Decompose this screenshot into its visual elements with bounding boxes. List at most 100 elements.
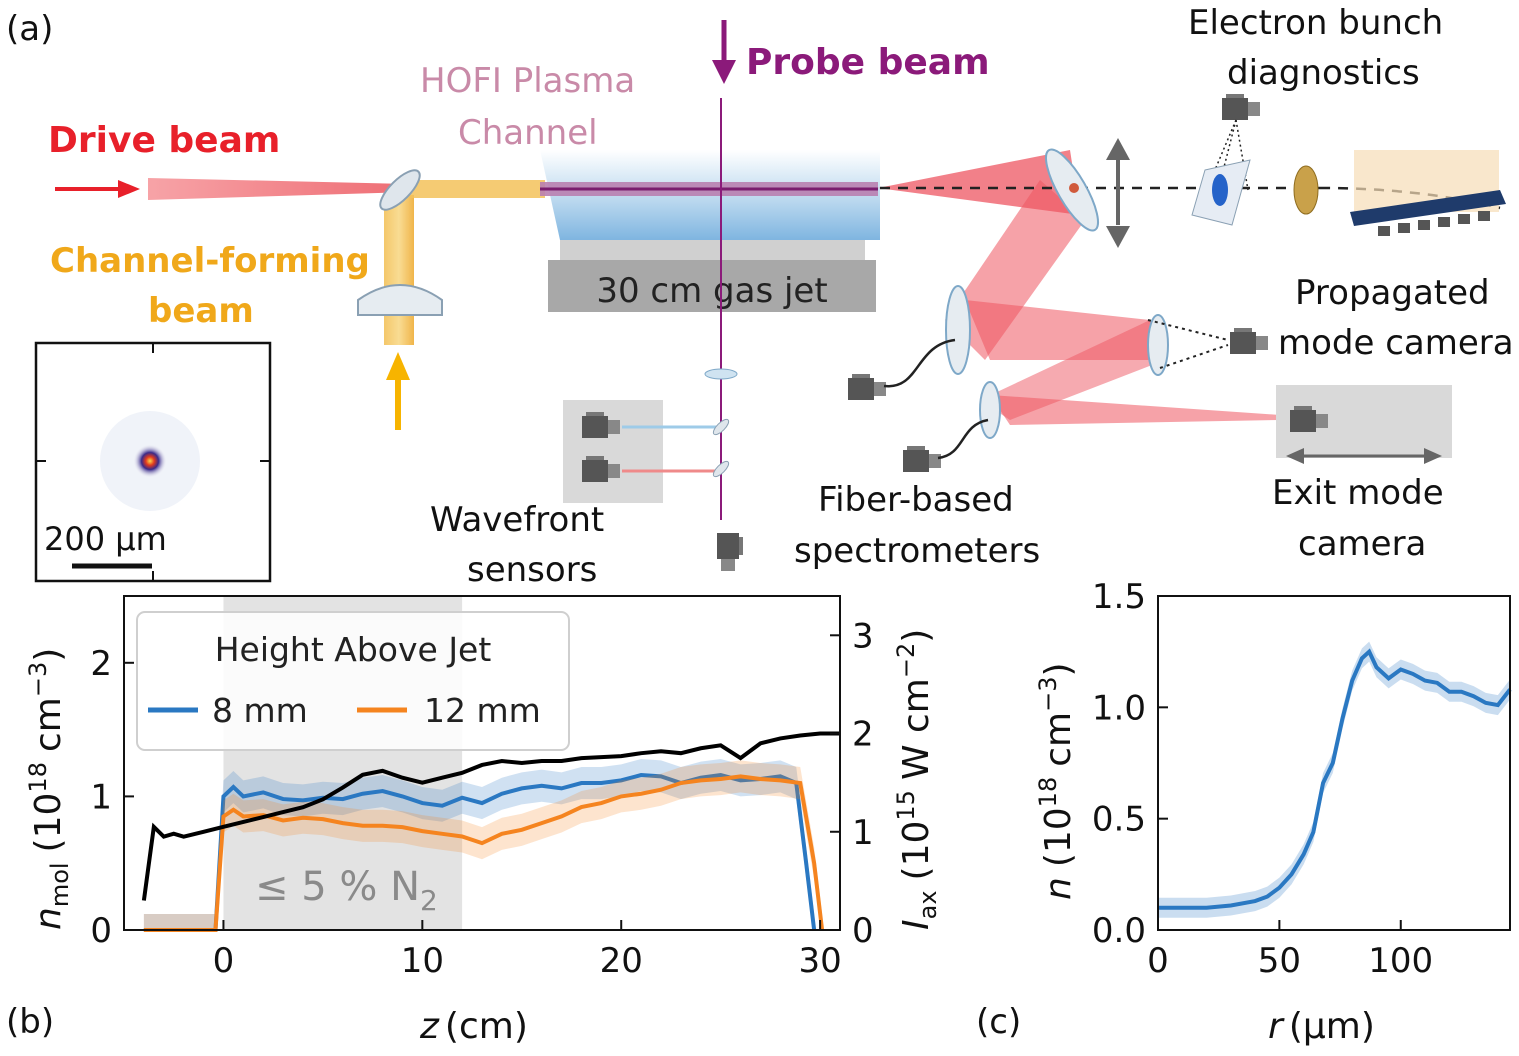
- panel-label-b: (b): [6, 1002, 54, 1042]
- exit-beam-leg-4: [990, 395, 1280, 425]
- c-series-line-0: [1158, 648, 1512, 910]
- translation-arrow-up-icon: [1106, 138, 1130, 160]
- chart-c-ylabel-tail: cm: [1038, 712, 1079, 767]
- xtick-label-c: 100: [1368, 941, 1433, 981]
- n2-label: ≤ 5 % N2: [255, 864, 438, 917]
- ytick-label-c: 0.0: [1092, 911, 1146, 951]
- ytick-right-label-b: 1: [852, 813, 874, 853]
- mirror-2-icon: [945, 285, 971, 375]
- hofi-label-2: Channel: [458, 113, 598, 153]
- drive-beam-label: Drive beam: [48, 120, 280, 161]
- channel-beam-horizontal: [410, 180, 545, 198]
- chart-b-xlabel: z (cm): [419, 1006, 528, 1047]
- exit-stage-right-icon: [1424, 448, 1442, 464]
- channel-beam-label-1: Channel-forming: [50, 241, 370, 281]
- chart-b-xlabel-sym: z: [419, 1006, 440, 1047]
- probe-lens-icon: [704, 368, 738, 380]
- exit-label-2: camera: [1298, 524, 1426, 564]
- xtick-label-b: 0: [213, 941, 235, 981]
- xtick-label-c: 0: [1147, 941, 1169, 981]
- series-line-2: [141, 731, 840, 901]
- propagated-camera-icon: [1230, 328, 1268, 354]
- ylabel-right-exp2: −2: [892, 643, 920, 678]
- ylabel-right-sub: ax: [914, 890, 942, 919]
- c-series-band-0: [1158, 641, 1510, 918]
- probe-camera-icon: [717, 533, 743, 571]
- fiber-2: [937, 418, 989, 460]
- n2-label-main: ≤ 5 % N: [255, 864, 420, 910]
- xtick-label-b: 20: [600, 941, 643, 981]
- exit-label-1: Exit mode: [1272, 473, 1444, 513]
- spectrometer-camera-1-icon: [848, 374, 886, 400]
- wavefront-sensor-box: [563, 400, 663, 503]
- chart-c-ylabel-exp: 18: [1034, 777, 1062, 808]
- fiber-1: [883, 338, 956, 388]
- wavefront-label-1: Wavefront: [430, 500, 604, 540]
- electron-label-2: diagnostics: [1227, 53, 1420, 93]
- inset-ticks: [36, 343, 270, 581]
- hofi-label-1: HOFI Plasma: [420, 61, 635, 101]
- ytick-right-label-b: 2: [852, 715, 874, 755]
- xtick-label-b: 30: [798, 941, 841, 981]
- gas-jet-body: [548, 260, 876, 312]
- probe-splitter-2-icon: [712, 460, 730, 478]
- chart-b-legend: [136, 611, 570, 751]
- focal-spot: [133, 444, 167, 478]
- chart-c-frame: [1157, 595, 1511, 931]
- focusing-lens-icon: [357, 284, 443, 316]
- electron-label-1: Electron bunch: [1188, 3, 1443, 43]
- ytick-left-label-b: 2: [90, 644, 112, 684]
- chart-b-ylabel-right: Iax(1015W cm−2): [892, 629, 942, 930]
- fiber-label-1: Fiber-based: [818, 480, 1014, 520]
- ytick-right-label-b: 0: [852, 911, 874, 951]
- translation-arrow-down-icon: [1106, 226, 1130, 248]
- chart-c-xlabel-unit: (µm): [1289, 1006, 1375, 1047]
- spectrometer-camera-2-icon: [903, 446, 941, 472]
- exit-stage-left-icon: [1286, 448, 1304, 464]
- series-line-1: [143, 774, 825, 932]
- drive-beam-path: [148, 178, 410, 200]
- ylabel-left-exp2: −3: [24, 662, 52, 697]
- ylabel-right-sym: I: [896, 919, 937, 930]
- propagated-label-1: Propagated: [1295, 273, 1490, 313]
- ytick-label-c: 1.0: [1092, 688, 1146, 728]
- ylabel-right-unit: (10: [896, 821, 937, 881]
- panel-label-c: (c): [976, 1002, 1021, 1042]
- n2-label-sub: 2: [420, 884, 438, 917]
- propagated-ray-2: [1159, 344, 1229, 369]
- chart-c-ylabel: n(1018cm−3): [1034, 662, 1079, 900]
- inset-scale-label: 200 µm: [44, 520, 167, 558]
- gas-jet-label: 30 cm gas jet: [596, 271, 827, 311]
- ytick-left-label-b: 1: [90, 777, 112, 817]
- chart-b-ylabel-left: nmol(1018cm−3): [24, 648, 74, 930]
- chart-c-xlabel-sym: r: [1268, 1006, 1285, 1047]
- gas-jet-nozzle: [560, 240, 865, 260]
- ylabel-left-exp: 18: [24, 762, 52, 793]
- ytick-label-c: 1.5: [1092, 577, 1146, 617]
- ylabel-right-exp: 15: [892, 790, 920, 821]
- probe-beam-label: Probe beam: [746, 42, 990, 83]
- ylabel-right-tail: W cm: [896, 678, 937, 780]
- channel-beam-arrowhead-icon: [386, 352, 410, 380]
- chart-c-xlabel: r (µm): [1268, 1006, 1375, 1047]
- ytick-right-label-b: 3: [852, 616, 874, 656]
- ylabel-left-tail: cm: [28, 697, 69, 752]
- exit-beam-leg-3: [980, 320, 1165, 420]
- ylabel-left-sub: mol: [46, 862, 74, 907]
- chart-c-ylabel-exp2: −3: [1034, 677, 1062, 712]
- electron-bunch-icon: [1212, 174, 1228, 206]
- channel-beam-label-2: beam: [148, 291, 254, 331]
- spectrometer-cameras-icon: [1378, 211, 1490, 236]
- dipole-magnet-icon: [1293, 165, 1319, 215]
- mirror-4-icon: [979, 381, 1001, 439]
- wavefront-label-2: sensors: [467, 550, 597, 590]
- legend-label-12mm: 12 mm: [424, 691, 541, 730]
- ytick-label-c: 0.5: [1092, 800, 1146, 840]
- mirror-3-icon: [1147, 314, 1169, 376]
- xtick-label-c: 50: [1258, 941, 1301, 981]
- ylabel-left-sym: n: [28, 907, 69, 930]
- chart-c-ylabel-sym: n: [1038, 877, 1079, 900]
- probe-splitter-1-icon: [712, 418, 730, 436]
